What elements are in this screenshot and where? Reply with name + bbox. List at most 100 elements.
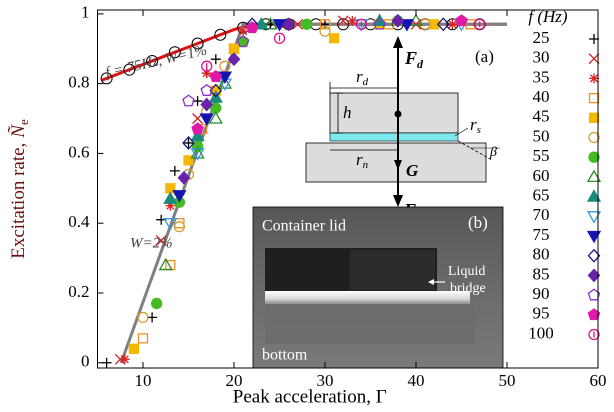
legend-box [512,11,597,357]
y-tick-label: 1 [81,3,90,22]
data-point [177,170,191,185]
data-point [399,19,415,32]
data-point [263,16,278,30]
data-point [447,19,458,30]
inset-photo: Container lid (b) Liquid bridge bottom [252,206,504,369]
data-point [201,60,213,72]
force-label: Fd [404,48,424,71]
data-point [172,190,187,203]
data-point [163,218,178,231]
data-point [163,191,178,204]
legend-marker [588,151,600,163]
data-point [191,122,204,135]
data-point [238,26,249,37]
photo-label: Liquid [448,264,485,279]
data-point [474,18,486,30]
data-point [201,68,212,79]
legend-label: 45 [533,107,550,126]
data-point [337,15,349,27]
data-point [210,102,222,114]
data-point [245,21,259,34]
y-axis-label: Excitation rate, Ñe [8,119,31,259]
data-point [217,76,233,89]
x-axis-label: Peak acceleration, Γ [233,386,387,407]
reference-point [146,55,159,67]
data-point [228,43,240,54]
height-label: h [343,103,352,122]
data-point [151,297,163,310]
y-tick-label: 0.8 [68,73,89,92]
data-point [190,128,205,142]
lid-image [350,250,435,290]
y-axis-label-symbol: Ñ [8,124,29,139]
data-point [183,137,194,148]
liquid-layer [329,132,459,142]
data-point [465,19,476,30]
data-point [128,343,140,354]
legend-marker [588,328,600,341]
legend-marker [588,112,600,123]
legend-marker [587,308,601,321]
radius-sub: s [477,124,481,136]
reference-point [214,28,227,41]
data-point [236,35,250,48]
legend-label: 95 [533,304,550,323]
legend-label: 50 [533,126,550,145]
data-point [200,83,213,96]
legend-label: 55 [533,146,550,165]
radius-main: r [356,67,363,86]
legend-label: 25 [533,28,550,47]
data-point [182,94,195,107]
reference-point [123,63,136,76]
legend-label: 80 [533,245,550,264]
data-point [373,17,386,30]
data-point [282,17,295,32]
data-point [272,19,287,32]
x-tick-label: 10 [135,371,152,390]
data-point [137,311,149,323]
legend-label: 65 [533,186,550,205]
data-point [137,333,149,344]
bottom-image [265,304,475,344]
inset-diagram: (a) Fd Fb G rd rn rs h β [305,36,500,223]
y-tick-label: 0.2 [68,282,89,301]
reference-point [100,72,113,85]
radius-main: r [470,115,477,134]
legend-marker [586,211,602,224]
data-point [292,18,304,30]
radius-label: rs [470,115,481,136]
legend-marker [586,189,602,202]
legend-label: 75 [533,225,550,244]
legend-label: 90 [533,284,550,303]
annotation: W=2% [130,235,173,251]
radius-sub: n [363,159,369,171]
data-point [147,312,158,323]
legend-label: 85 [533,264,550,283]
y-tick-label: 0 [81,352,90,371]
legend-marker [586,169,602,183]
lid-block [329,92,459,134]
data-point [173,221,186,233]
legend-label: 30 [533,48,550,67]
pointer [454,127,469,137]
contact-line [457,140,493,161]
force-sub: d [417,57,424,71]
arrow-head [393,36,403,48]
radius-label: rd [356,67,369,88]
photo-label: bottom [262,347,308,364]
data-point [347,15,358,26]
legend-label: 70 [533,205,550,224]
data-point [328,33,340,44]
data-point [165,259,176,271]
legend-marker [587,288,601,301]
data-point [199,113,214,126]
data-point [319,25,331,37]
legend-label: 40 [533,87,550,106]
reference-point [191,37,204,50]
bridge-image [265,291,470,304]
data-point [200,97,214,112]
data-point [455,14,468,27]
data-point [158,257,173,271]
data-point [119,354,130,365]
